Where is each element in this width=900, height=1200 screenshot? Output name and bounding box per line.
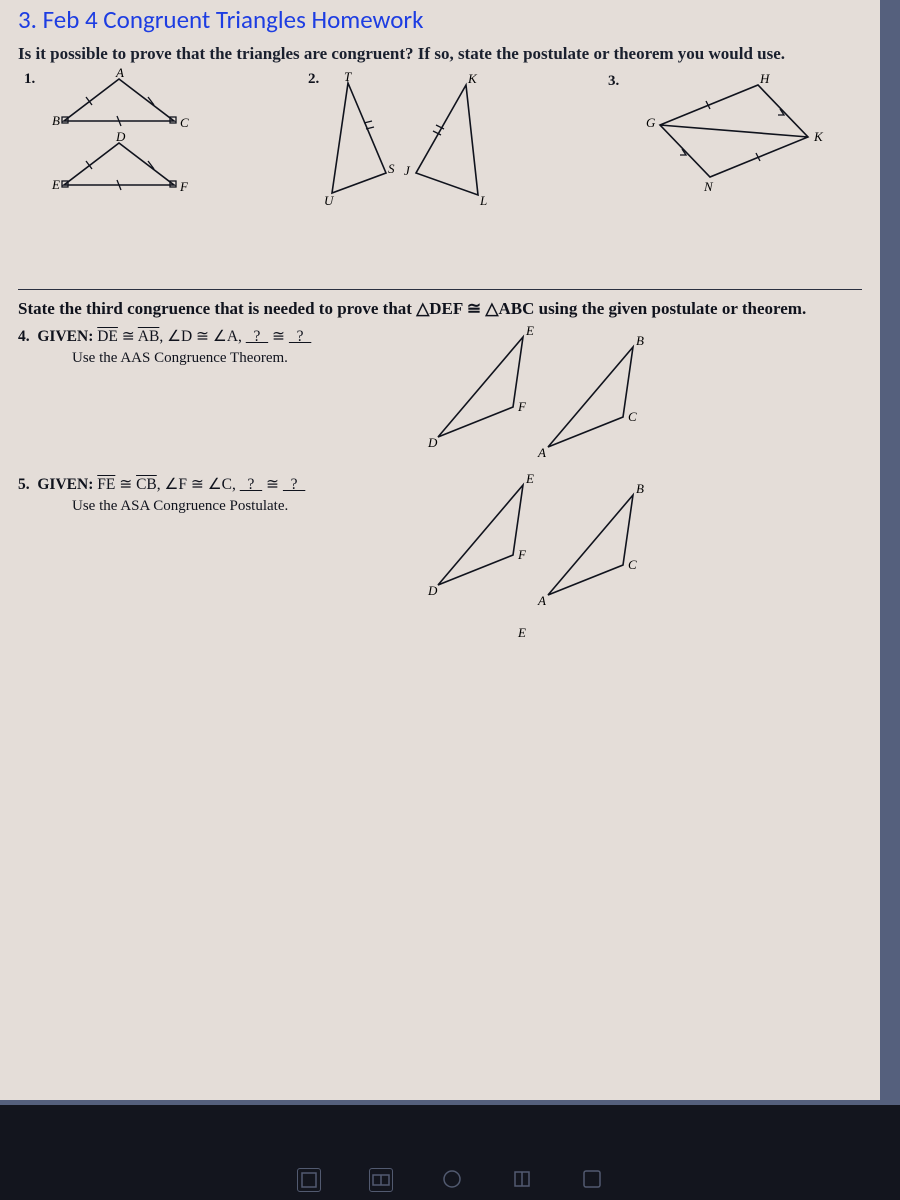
taskbar-icon-5[interactable] [581,1168,603,1190]
worksheet-page: 3. Feb 4 Congruent Triangles Homework Is… [0,0,880,1100]
divider [18,289,862,290]
svg-text:G: G [646,115,656,130]
problem-4: 4. GIVEN: DE ≅ AB, ∠D ≅ ∠A, ? ≅ ? Use th… [18,327,862,457]
problems-row-1: 1. A B C [18,71,862,241]
svg-text:D: D [427,583,438,598]
svg-text:C: C [180,115,189,130]
instructions-1: Is it possible to prove that the triangl… [18,43,862,65]
svg-text:E: E [525,323,534,338]
svg-text:U: U [324,193,335,208]
problem-4-figure: D E F A B C [418,327,678,457]
svg-text:H: H [759,71,770,86]
svg-text:B: B [636,333,644,348]
svg-text:A: A [115,65,124,80]
svg-text:L: L [479,193,487,208]
instructions-2: State the third congruence that is neede… [18,298,862,321]
taskbar-area [0,1105,900,1200]
svg-text:B: B [636,481,644,496]
svg-text:F: F [179,179,189,194]
problem-1-figure: A B C D E F [44,71,204,221]
problem-3-num: 3. [608,73,619,90]
svg-text:E: E [51,177,60,192]
svg-text:J: J [404,163,411,178]
taskbar-icon-3[interactable] [441,1168,463,1190]
taskbar-icon-2[interactable] [369,1168,393,1192]
problem-5-num: 5. [18,476,30,493]
svg-text:C: C [628,409,637,424]
svg-text:F: F [517,547,527,562]
problem-5-given: GIVEN: [34,476,94,493]
svg-text:S: S [388,161,395,176]
problem-5-figure: D E F A B C E [418,475,678,645]
problem-4-given: GIVEN: [34,328,94,345]
svg-text:E: E [517,625,526,640]
svg-text:C: C [628,557,637,572]
problem-5: 5. GIVEN: FE ≅ CB, ∠F ≅ ∠C, ? ≅ ? Use th… [18,475,862,645]
svg-text:D: D [115,129,126,144]
svg-text:T: T [344,69,352,84]
page-title: 3. Feb 4 Congruent Triangles Homework [18,4,862,35]
svg-text:B: B [52,113,60,128]
problem-5-line1: FE ≅ CB, ∠F ≅ ∠C, ? ≅ ? [97,476,305,493]
svg-text:K: K [813,129,824,144]
problem-3-figure: G H K N [638,77,838,227]
svg-text:N: N [703,179,714,194]
taskbar-icon-4[interactable] [511,1168,533,1190]
taskbar[interactable] [297,1168,603,1192]
problem-4-use: Use the AAS Congruence Theorem. [18,348,418,368]
svg-text:E: E [525,471,534,486]
problem-4-line1: DE ≅ AB, ∠D ≅ ∠A, ? ≅ ? [97,328,311,345]
problem-5-use: Use the ASA Congruence Postulate. [18,496,418,516]
problem-4-num: 4. [18,328,30,345]
problem-1-num: 1. [24,71,35,88]
svg-text:A: A [537,593,546,608]
svg-text:A: A [537,445,546,460]
svg-text:F: F [517,399,527,414]
svg-text:D: D [427,435,438,450]
problem-2-figure: T S U K J L [318,75,538,225]
taskbar-icon-1[interactable] [297,1168,321,1192]
svg-text:K: K [467,71,478,86]
